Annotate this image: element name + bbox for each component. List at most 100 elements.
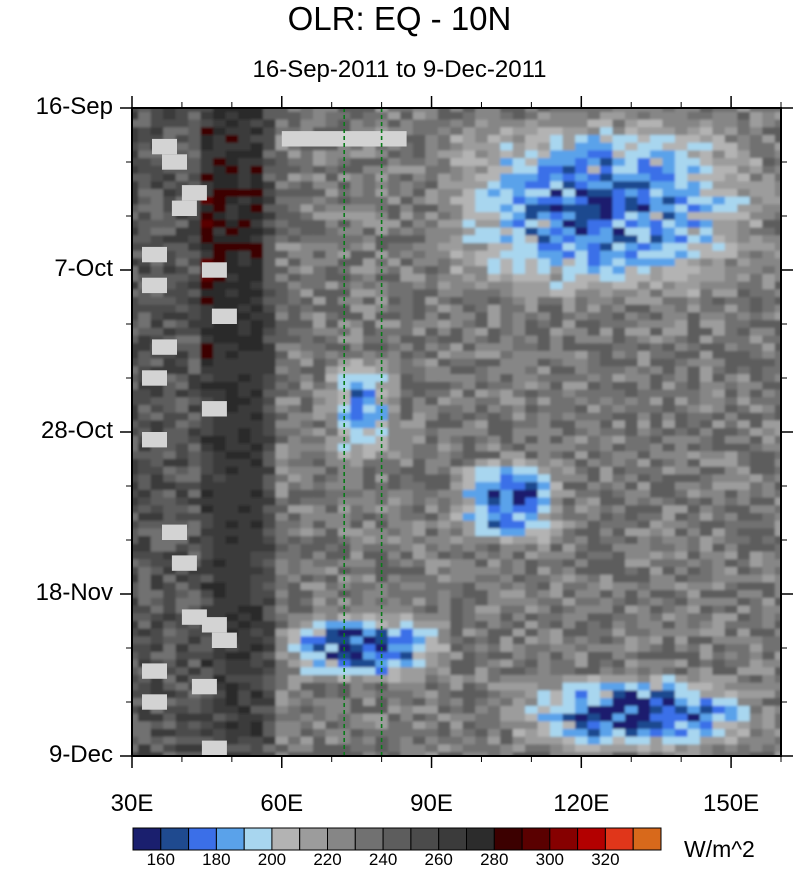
field-cell bbox=[325, 250, 339, 259]
field-cell bbox=[450, 451, 464, 460]
field-cell bbox=[625, 243, 639, 252]
field-cell bbox=[737, 736, 751, 745]
field-cell bbox=[163, 351, 177, 360]
field-cell bbox=[300, 582, 314, 591]
field-cell bbox=[275, 698, 289, 707]
field-cell bbox=[412, 489, 426, 499]
field-cell bbox=[537, 651, 551, 661]
field-cell bbox=[213, 543, 227, 553]
field-cell bbox=[687, 312, 701, 321]
field-cell bbox=[275, 605, 289, 614]
field-cell bbox=[674, 119, 688, 128]
field-cell bbox=[300, 219, 314, 229]
field-cell bbox=[637, 204, 651, 213]
field-cell bbox=[375, 690, 389, 699]
field-cell bbox=[138, 489, 152, 499]
field-cell bbox=[425, 567, 439, 576]
field-cell bbox=[562, 698, 576, 707]
y-tick-label: 16-Sep bbox=[35, 93, 113, 120]
field-cell bbox=[132, 574, 139, 583]
field-cell bbox=[400, 605, 414, 614]
field-cell bbox=[275, 613, 289, 622]
field-cell bbox=[425, 551, 439, 560]
field-cell bbox=[362, 108, 376, 113]
field-cell bbox=[437, 428, 451, 437]
field-cell bbox=[774, 320, 781, 329]
field-cell bbox=[375, 675, 389, 684]
field-cell bbox=[412, 258, 426, 267]
field-cell bbox=[350, 513, 364, 522]
field-cell bbox=[587, 597, 601, 607]
field-cell bbox=[375, 451, 389, 460]
field-cell bbox=[313, 613, 327, 622]
field-cell bbox=[188, 312, 202, 321]
field-cell bbox=[600, 204, 614, 213]
field-cell bbox=[525, 744, 539, 753]
field-cell bbox=[687, 567, 701, 576]
field-cell bbox=[712, 289, 726, 298]
field-cell bbox=[200, 204, 214, 213]
field-cell bbox=[562, 108, 576, 113]
field-cell bbox=[650, 713, 664, 722]
field-cell bbox=[737, 582, 751, 591]
field-cell bbox=[263, 729, 277, 738]
field-cell bbox=[437, 135, 451, 144]
field-cell bbox=[132, 752, 139, 756]
field-cell bbox=[400, 389, 414, 398]
field-cell bbox=[662, 621, 676, 630]
field-cell bbox=[662, 358, 676, 367]
field-cell bbox=[387, 119, 401, 128]
field-cell bbox=[400, 189, 414, 198]
field-cell bbox=[300, 204, 314, 213]
field-cell bbox=[774, 651, 781, 661]
field-cell bbox=[612, 108, 626, 113]
field-cell bbox=[650, 397, 664, 406]
field-cell bbox=[687, 420, 701, 429]
field-cell bbox=[737, 482, 751, 491]
field-cell bbox=[132, 505, 139, 514]
field-cell bbox=[425, 713, 439, 722]
field-cell bbox=[737, 644, 751, 653]
field-cell bbox=[475, 559, 489, 568]
field-cell bbox=[487, 636, 501, 645]
field-cell bbox=[662, 567, 676, 576]
field-cell bbox=[275, 142, 289, 151]
field-cell bbox=[487, 520, 501, 529]
field-cell bbox=[537, 752, 551, 756]
field-cell bbox=[737, 304, 751, 313]
field-cell bbox=[437, 613, 451, 622]
field-cell bbox=[462, 644, 476, 653]
field-cell bbox=[600, 389, 614, 398]
field-cell bbox=[138, 582, 152, 591]
field-cell bbox=[425, 243, 439, 252]
field-cell bbox=[537, 721, 551, 730]
field-cell bbox=[350, 721, 364, 730]
field-cell bbox=[674, 574, 688, 583]
field-cell bbox=[250, 258, 264, 267]
field-cell bbox=[575, 343, 589, 352]
field-cell bbox=[650, 135, 664, 144]
field-cell bbox=[575, 713, 589, 722]
field-cell bbox=[132, 420, 139, 429]
field-cell bbox=[712, 428, 726, 437]
field-cell bbox=[462, 266, 476, 275]
field-cell bbox=[650, 435, 664, 445]
field-cell bbox=[512, 405, 526, 414]
field-cell bbox=[674, 590, 688, 599]
field-cell bbox=[225, 567, 239, 576]
field-cell bbox=[475, 459, 489, 468]
colorbar-tick-label: 320 bbox=[591, 850, 620, 869]
field-cell bbox=[575, 636, 589, 645]
field-cell bbox=[163, 405, 177, 414]
field-cell bbox=[712, 466, 726, 475]
field-cell bbox=[662, 729, 676, 738]
field-cell bbox=[387, 428, 401, 437]
field-cell bbox=[387, 505, 401, 514]
field-cell bbox=[400, 729, 414, 738]
colorbar-swatch bbox=[493, 827, 523, 851]
field-cell bbox=[712, 243, 726, 252]
field-cell bbox=[313, 397, 327, 406]
field-cell bbox=[550, 358, 564, 367]
field-cell bbox=[774, 698, 781, 707]
field-cell bbox=[525, 358, 539, 367]
